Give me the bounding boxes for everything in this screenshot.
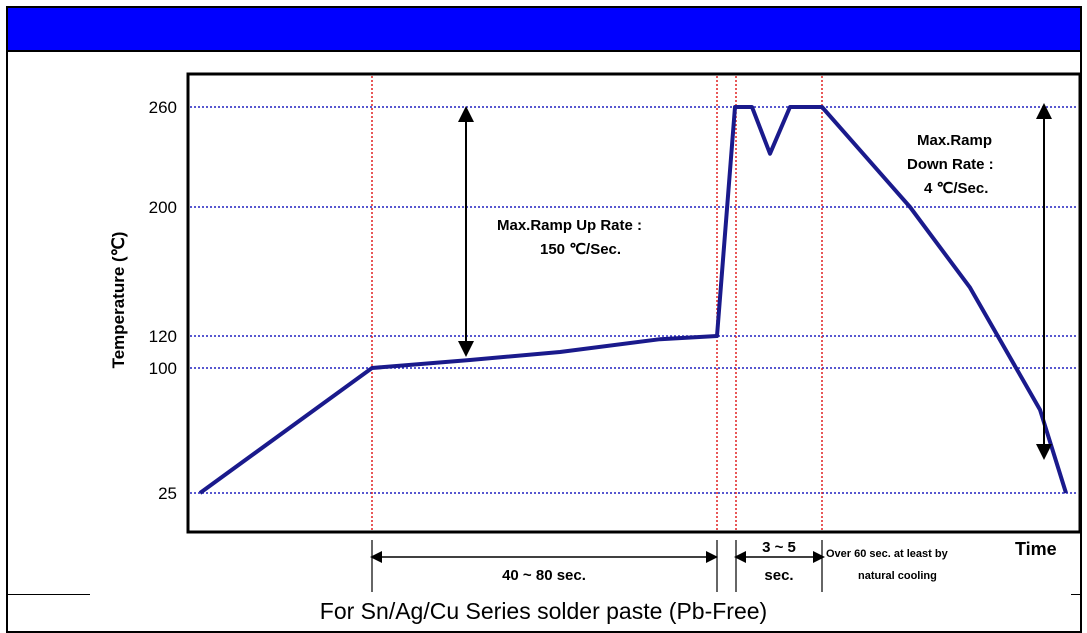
interval-cooling-label-line1: Over 60 sec. at least by — [826, 548, 949, 560]
ramp-down-label-line1: Max.Ramp — [917, 132, 992, 149]
interval-soak-label: 40 ~ 80 sec. — [502, 567, 586, 584]
ramp-down-label-line2: Down Rate : — [907, 156, 994, 173]
grid-lines — [190, 106, 1078, 494]
ramp-up-label-line1: Max.Ramp Up Rate : — [497, 217, 642, 234]
x-axis-label: Time — [1015, 539, 1057, 559]
y-tick-label-100: 100 — [149, 359, 177, 378]
bottom-rule-right — [1071, 594, 1081, 595]
y-tick-label-25: 25 — [158, 484, 177, 503]
ramp-up-label-line2: 150 ℃/Sec. — [540, 241, 621, 258]
plot-area — [186, 72, 1082, 534]
figure-caption: For Sn/Ag/Cu Series solder paste (Pb-Fre… — [319, 598, 768, 624]
bottom-rule-left — [8, 594, 90, 595]
y-tick-label-200: 200 — [149, 198, 177, 217]
phase-lines — [371, 76, 823, 530]
title-bar — [8, 8, 1080, 52]
temperature-profile-line — [198, 105, 1068, 495]
figure-frame — [6, 6, 1082, 633]
interval-cooling-label-line2: natural cooling — [858, 570, 937, 582]
y-tick-labels: 260 200 120 100 25 — [149, 98, 177, 503]
y-axis-label: Temperature (℃) — [109, 232, 128, 369]
interval-peak-label-line2: sec. — [764, 567, 793, 584]
interval-peak-label-line1: 3 ~ 5 — [762, 539, 796, 556]
ramp-down-label-line3: 4 ℃/Sec. — [924, 180, 988, 197]
y-tick-label-120: 120 — [149, 327, 177, 346]
y-tick-label-260: 260 — [149, 98, 177, 117]
